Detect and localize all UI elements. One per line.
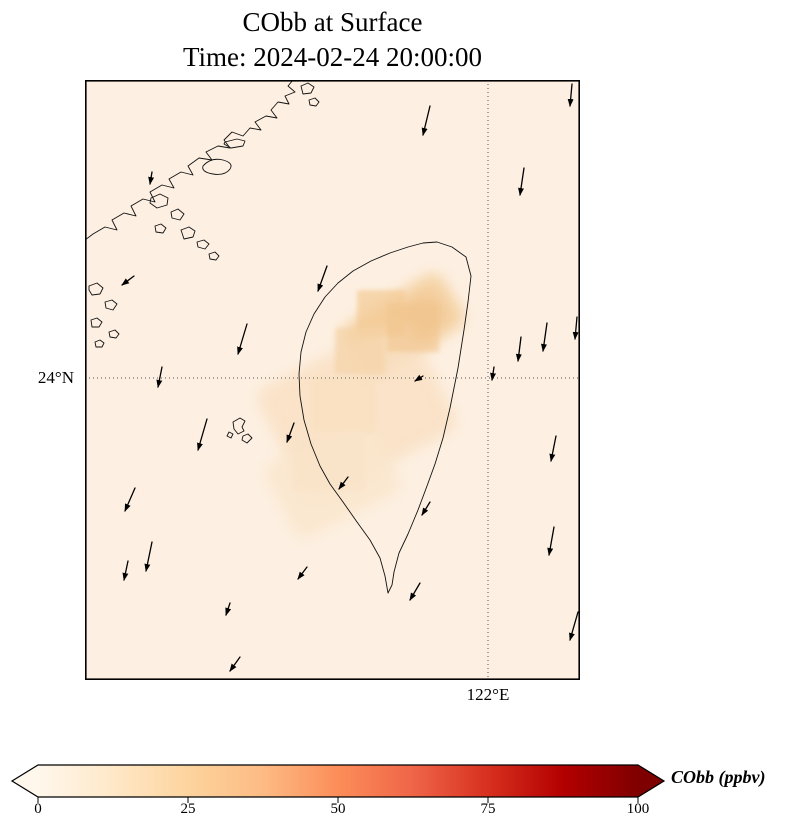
wind-arrow — [490, 366, 497, 381]
wind-arrow — [414, 374, 424, 382]
concentration-cell — [313, 378, 375, 434]
wind-arrow — [547, 526, 555, 556]
plot-title: CObb at Surface — [242, 7, 423, 37]
colorbar-tick-label: 25 — [180, 801, 196, 817]
colorbar-tick-label: 75 — [480, 801, 496, 817]
wind-arrow — [338, 476, 349, 490]
gridlines — [85, 80, 580, 680]
map-frame — [85, 80, 580, 680]
wind-arrow — [225, 602, 232, 616]
wind-arrow — [567, 83, 574, 107]
colorbar-bar — [10, 764, 666, 798]
wind-arrow — [549, 435, 557, 462]
concentration-cell — [293, 430, 365, 490]
wind-arrow — [148, 171, 155, 185]
lat-tick-label: 24°N — [37, 368, 74, 387]
wind-arrow — [572, 316, 579, 340]
wind-arrow — [124, 487, 136, 512]
colorbar-tick-label: 0 — [34, 801, 42, 817]
wind-arrow — [286, 422, 295, 443]
wind-arrow — [229, 656, 241, 672]
wind-arrow — [237, 323, 248, 355]
wind-arrows-layer — [121, 83, 579, 672]
wind-arrow — [569, 611, 579, 641]
left-edge-islands — [88, 282, 120, 348]
wind-arrow — [197, 418, 208, 451]
wind-arrow — [144, 541, 153, 572]
colorbar-tick-label: 100 — [626, 801, 650, 817]
plot-subtitle: Time: 2024-02-24 20:00:00 — [182, 42, 483, 72]
colorbar-tick-label: 50 — [330, 801, 346, 817]
wind-arrow — [421, 501, 431, 516]
offshore-islands — [149, 82, 320, 261]
wind-arrow — [409, 582, 421, 601]
wind-arrow — [121, 275, 135, 286]
wind-arrow — [122, 560, 129, 581]
colorbar — [10, 764, 666, 803]
wind-arrow — [156, 366, 163, 388]
concentration-cell — [335, 328, 385, 374]
wind-arrow — [518, 167, 525, 196]
lon-tick-label: 122°E — [466, 685, 510, 704]
wind-arrow — [317, 265, 328, 292]
wind-arrow — [297, 566, 308, 580]
map-plot — [85, 80, 580, 680]
penghu-islands — [226, 417, 253, 444]
wind-arrow — [421, 105, 431, 136]
wind-arrow — [515, 336, 522, 362]
coastal-islet — [223, 138, 246, 149]
concentration-cells-layer — [293, 290, 439, 490]
colorbar-ticks — [37, 797, 639, 803]
coastlines — [85, 80, 472, 594]
colorbar-label: CObb (ppbv) — [671, 767, 766, 787]
taiwan-coastline — [298, 241, 472, 594]
wind-arrow — [541, 322, 548, 352]
estuary-peninsula — [202, 158, 232, 175]
concentration-cell — [387, 304, 439, 352]
